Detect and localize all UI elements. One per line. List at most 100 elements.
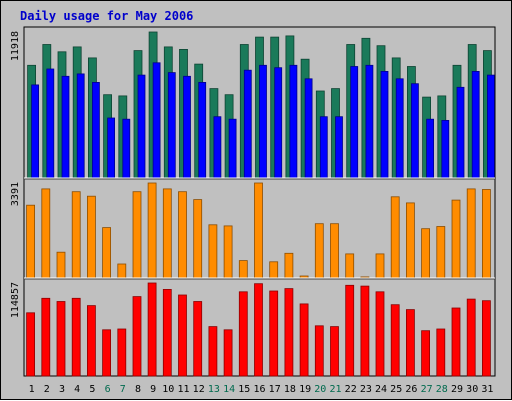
bar-panel1-series2-day-26 (410, 83, 419, 179)
bar-panel3-series1-day-14 (223, 329, 233, 377)
bar-panel3-series1-day-10 (162, 288, 172, 377)
bar-panel3-series1-day-23 (360, 285, 370, 377)
x-tick-label-day-5: 5 (89, 384, 95, 395)
x-tick-label-day-20: 20 (314, 384, 326, 395)
bar-panel2-series1-day-17 (269, 261, 279, 279)
bar-panel1-series2-day-22 (350, 66, 359, 179)
x-tick-label-day-1: 1 (29, 384, 35, 395)
bar-panel1-series2-day-7 (122, 118, 131, 179)
bar-panel1-series2-day-19 (304, 78, 313, 179)
bar-panel3-series1-day-9 (147, 282, 157, 377)
bar-panel1-series2-day-16 (259, 64, 267, 179)
x-tick-label-day-30: 30 (466, 384, 478, 395)
bar-panel3-series1-day-22 (345, 284, 355, 377)
bar-panel3-series1-day-17 (269, 290, 279, 377)
x-tick-label-day-3: 3 (59, 384, 65, 395)
bar-panel1-series2-day-28 (441, 120, 450, 179)
bar-panel1-series2-day-6 (107, 117, 115, 179)
bar-panel3-series1-day-4 (71, 297, 81, 377)
x-tick-label-day-25: 25 (390, 384, 402, 395)
x-tick-label-day-4: 4 (74, 384, 80, 395)
bar-panel1-series2-day-3 (61, 75, 70, 179)
bar-panel2-series1-day-5 (87, 195, 96, 279)
bar-panel1-series2-day-11 (183, 75, 191, 179)
bar-panel3-series1-day-30 (466, 298, 476, 377)
bar-panel2-series1-day-1 (26, 204, 36, 279)
bar-panel2-series1-day-16 (254, 182, 263, 279)
bar-panel3-series1-day-15 (238, 291, 248, 377)
bar-panel2-series1-day-20 (314, 223, 324, 279)
chart-title: Daily usage for May 2006 (20, 9, 194, 23)
bar-panel3-series1-day-6 (102, 329, 111, 377)
bar-panel2-series1-day-18 (284, 252, 294, 279)
bar-panel2-series1-day-28 (436, 226, 446, 279)
bar-panel2-series1-day-22 (345, 253, 355, 279)
x-tick-label-day-17: 17 (269, 384, 281, 395)
bar-panel1-series2-day-13 (213, 116, 222, 179)
y-max-label-panel-2: 3391 (10, 182, 21, 206)
bar-panel3-series1-day-13 (208, 326, 218, 377)
x-tick-label-day-23: 23 (360, 384, 372, 395)
x-tick-label-day-31: 31 (481, 384, 493, 395)
bar-panel2-series1-day-2 (41, 188, 51, 279)
bar-panel1-series2-day-24 (380, 71, 389, 179)
bar-panel2-series1-day-31 (481, 189, 491, 279)
bar-panel1-series2-day-9 (152, 62, 161, 179)
x-tick-label-day-18: 18 (284, 384, 296, 395)
bar-panel1-series2-day-31 (486, 74, 495, 179)
bar-panel3-series1-day-11 (178, 294, 187, 377)
x-tick-label-day-29: 29 (451, 384, 463, 395)
bar-panel3-series1-day-28 (436, 328, 446, 377)
bar-panel3-series1-day-2 (41, 297, 51, 377)
x-tick-label-day-9: 9 (150, 384, 156, 395)
y-max-label-panel-3: 114857 (10, 282, 21, 318)
bar-panel2-series1-day-3 (56, 251, 66, 279)
bar-panel3-series1-day-27 (421, 330, 431, 377)
bar-panel1-series2-day-25 (395, 78, 404, 179)
x-tick-label-day-13: 13 (208, 384, 220, 395)
bar-panel2-series1-day-4 (71, 191, 81, 279)
bar-panel1-series2-day-1 (31, 84, 40, 179)
bar-panel2-series1-day-24 (375, 253, 385, 279)
x-tick-label-day-22: 22 (345, 384, 357, 395)
bar-panel3-series1-day-5 (87, 305, 96, 377)
bar-panel3-series1-day-19 (299, 303, 309, 377)
bar-panel2-series1-day-10 (162, 188, 172, 279)
bar-panel1-series2-day-4 (76, 73, 85, 179)
bar-panel3-series1-day-24 (375, 291, 385, 377)
bar-panel3-series1-day-7 (117, 328, 127, 377)
bar-panel1-series2-day-23 (365, 64, 374, 179)
bar-panel1-series2-day-29 (456, 86, 465, 179)
bar-panel2-series1-day-25 (390, 196, 400, 279)
bar-panel2-series1-day-9 (147, 182, 157, 279)
bar-panel1-series2-day-27 (426, 118, 435, 179)
x-tick-label-day-19: 19 (299, 384, 311, 395)
bar-panel3-series1-day-21 (330, 326, 339, 377)
x-tick-label-day-24: 24 (375, 384, 387, 395)
bar-panel2-series1-day-14 (223, 225, 233, 279)
bar-panel1-series2-day-21 (335, 116, 343, 179)
bar-panel1-series2-day-20 (319, 116, 328, 179)
bar-panel2-series1-day-7 (117, 263, 127, 279)
bar-panel2-series1-day-30 (466, 188, 476, 279)
bar-panel3-series1-day-3 (56, 301, 66, 377)
bar-panel1-series2-day-14 (228, 118, 237, 179)
x-tick-label-day-6: 6 (105, 384, 111, 395)
bar-panel2-series1-day-26 (405, 202, 415, 279)
bar-panel2-series1-day-12 (193, 199, 203, 279)
bar-panel2-series1-day-13 (208, 224, 218, 279)
x-tick-label-day-10: 10 (162, 384, 174, 395)
bar-panel1-series2-day-10 (167, 72, 176, 179)
bar-panel3-series1-day-8 (132, 296, 142, 377)
x-tick-label-day-11: 11 (177, 384, 189, 395)
x-tick-label-day-21: 21 (329, 384, 341, 395)
x-tick-label-day-16: 16 (253, 384, 265, 395)
bar-panel3-series1-day-18 (284, 288, 294, 377)
bar-panel3-series1-day-12 (193, 301, 203, 377)
bar-panel3-series1-day-31 (481, 300, 491, 377)
x-tick-label-day-15: 15 (238, 384, 250, 395)
x-tick-label-day-8: 8 (135, 384, 141, 395)
bar-panel1-series2-day-8 (137, 74, 146, 179)
bar-panel3-series1-day-1 (26, 312, 36, 377)
